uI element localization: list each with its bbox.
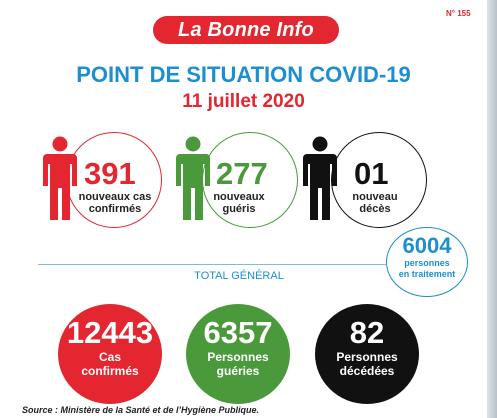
issue-number: N° 155 [446,9,471,18]
daily-recovered-label-line1: nouveaux [213,191,265,203]
total-deaths-circle: 82 Personnes décédées [315,304,419,404]
total-confirmed-circle: 12443 Cas confirmés [58,304,162,404]
total-deaths-label-line2: décédées [339,364,395,378]
in-treatment-label-line2: en traitement [398,269,456,279]
daily-confirmed-label-line1: nouveaux cas [78,191,152,203]
daily-confirmed-label: nouveaux cas confirmés [70,191,160,215]
page-title: POINT DE SITUATION COVID-19 [76,62,411,87]
total-confirmed-value: 12443 [66,315,154,350]
totals-heading: TOTAL GÉNÉRAL [194,270,284,282]
total-recovered-label-line2: guéries [216,364,260,378]
source-note: Source : Ministère de la Santé et de l’H… [22,405,260,415]
in-treatment-label-line1: personnes [404,258,450,268]
daily-deaths-value: 01 [354,156,389,191]
daily-deaths-label-line1: nouveau [352,191,398,203]
in-treatment-badge: 6004 personnes en traitement [386,227,468,297]
total-confirmed-label-line2: confirmés [81,364,139,378]
report-date: 11 juillet 2020 [182,91,305,112]
daily-recovered-value: 277 [216,156,268,191]
person-icon [43,136,77,220]
brand-logo: La Bonne Info [153,16,339,44]
total-confirmed-label-line1: Cas [98,350,121,364]
daily-confirmed-value: 391 [84,156,136,191]
daily-deaths-label: nouveau décès [340,191,410,215]
total-recovered-circle: 6357 Personnes guéries [186,304,290,404]
total-recovered-value: 6357 [203,315,273,350]
total-deaths-value: 82 [349,315,385,350]
daily-confirmed-label-line2: confirmés [88,203,142,215]
divider-line [38,264,386,265]
total-recovered-label-line1: Personnes [207,350,269,364]
person-icon [303,136,337,220]
in-treatment-value: 6004 [402,233,452,258]
daily-recovered-label-line2: guéris [222,203,256,215]
person-icon [176,136,210,220]
daily-deaths-label-line2: décès [359,203,391,215]
daily-deaths-ring [331,132,427,228]
daily-recovered-label: nouveaux guéris [204,191,274,215]
total-deaths-label-line1: Personnes [336,350,398,364]
page-edge-shadow [487,0,497,418]
